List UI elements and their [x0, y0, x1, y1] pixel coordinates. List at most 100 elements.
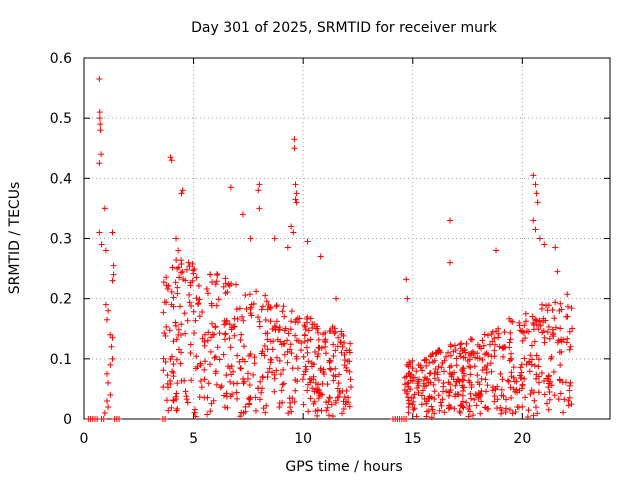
data-point [326, 412, 333, 419]
data-point [566, 328, 573, 335]
data-point [246, 382, 253, 389]
data-point [271, 235, 278, 242]
data-point [521, 375, 528, 382]
data-point [470, 412, 477, 419]
data-point [410, 394, 417, 401]
data-point [110, 262, 117, 269]
data-point [478, 375, 485, 382]
data-point [291, 136, 298, 143]
x-tick-label: 10 [294, 431, 312, 447]
data-point [204, 394, 211, 401]
data-point [201, 331, 208, 338]
data-point [308, 376, 315, 383]
data-point [487, 360, 494, 367]
data-point [239, 211, 246, 218]
data-point [531, 397, 538, 404]
data-point [518, 369, 525, 376]
data-point [402, 381, 409, 388]
data-point [481, 351, 488, 358]
data-point [184, 266, 191, 273]
data-point [230, 380, 237, 387]
data-point [193, 274, 200, 281]
data-point [449, 371, 456, 378]
data-point [429, 350, 436, 357]
data-point [564, 303, 571, 310]
data-point [408, 371, 415, 378]
data-point [284, 359, 291, 366]
data-point [176, 303, 183, 310]
data-point [546, 396, 553, 403]
data-point [237, 337, 244, 344]
data-point [184, 399, 191, 406]
data-point [218, 383, 225, 390]
data-point [491, 341, 498, 348]
data-point [461, 372, 468, 379]
data-point [337, 389, 344, 396]
data-point [238, 331, 245, 338]
data-point [182, 388, 189, 395]
data-point [168, 157, 175, 164]
data-point [555, 396, 562, 403]
data-point [213, 302, 220, 309]
data-point [568, 401, 575, 408]
data-point [262, 317, 269, 324]
data-point [335, 380, 342, 387]
data-point [466, 379, 473, 386]
data-point [212, 281, 219, 288]
data-point [163, 299, 170, 306]
data-point [347, 383, 354, 390]
data-point [307, 395, 314, 402]
data-point [409, 377, 416, 384]
data-point [231, 332, 238, 339]
data-point [420, 380, 427, 387]
data-point [216, 330, 223, 337]
data-point [344, 358, 351, 365]
data-point [170, 294, 177, 301]
data-point [489, 338, 496, 345]
data-point [499, 344, 506, 351]
data-point [484, 332, 491, 339]
data-point [566, 394, 573, 401]
data-point [532, 404, 539, 411]
data-point [193, 295, 200, 302]
data-point [188, 302, 195, 309]
data-point [474, 379, 481, 386]
data-point [546, 335, 553, 342]
data-point [312, 408, 319, 415]
data-point [300, 401, 307, 408]
data-point [493, 328, 500, 335]
data-point [459, 366, 466, 373]
data-point [162, 359, 169, 366]
data-point [435, 377, 442, 384]
data-point [311, 348, 318, 355]
data-point [567, 379, 574, 386]
data-point [199, 309, 206, 316]
data-point [481, 364, 488, 371]
data-point [288, 318, 295, 325]
data-point [277, 371, 284, 378]
data-point [162, 416, 169, 422]
x-axis-label: GPS time / hours [285, 459, 402, 475]
data-point [421, 383, 428, 390]
data-point [415, 382, 422, 389]
data-point [457, 409, 464, 416]
data-point [178, 332, 185, 339]
data-point [525, 407, 532, 414]
data-point [467, 364, 474, 371]
data-point [186, 263, 193, 270]
data-point [466, 403, 473, 410]
data-point [339, 410, 346, 417]
data-point [333, 295, 340, 302]
data-point [456, 350, 463, 357]
data-point [178, 190, 185, 197]
data-point [279, 308, 286, 315]
data-point [280, 340, 287, 347]
data-point [419, 367, 426, 374]
data-point [498, 410, 505, 417]
data-point [207, 348, 214, 355]
data-point [160, 279, 167, 286]
data-point [222, 330, 229, 337]
data-point [436, 407, 443, 414]
y-tick-label: 0.3 [50, 232, 72, 248]
data-point [206, 361, 213, 368]
